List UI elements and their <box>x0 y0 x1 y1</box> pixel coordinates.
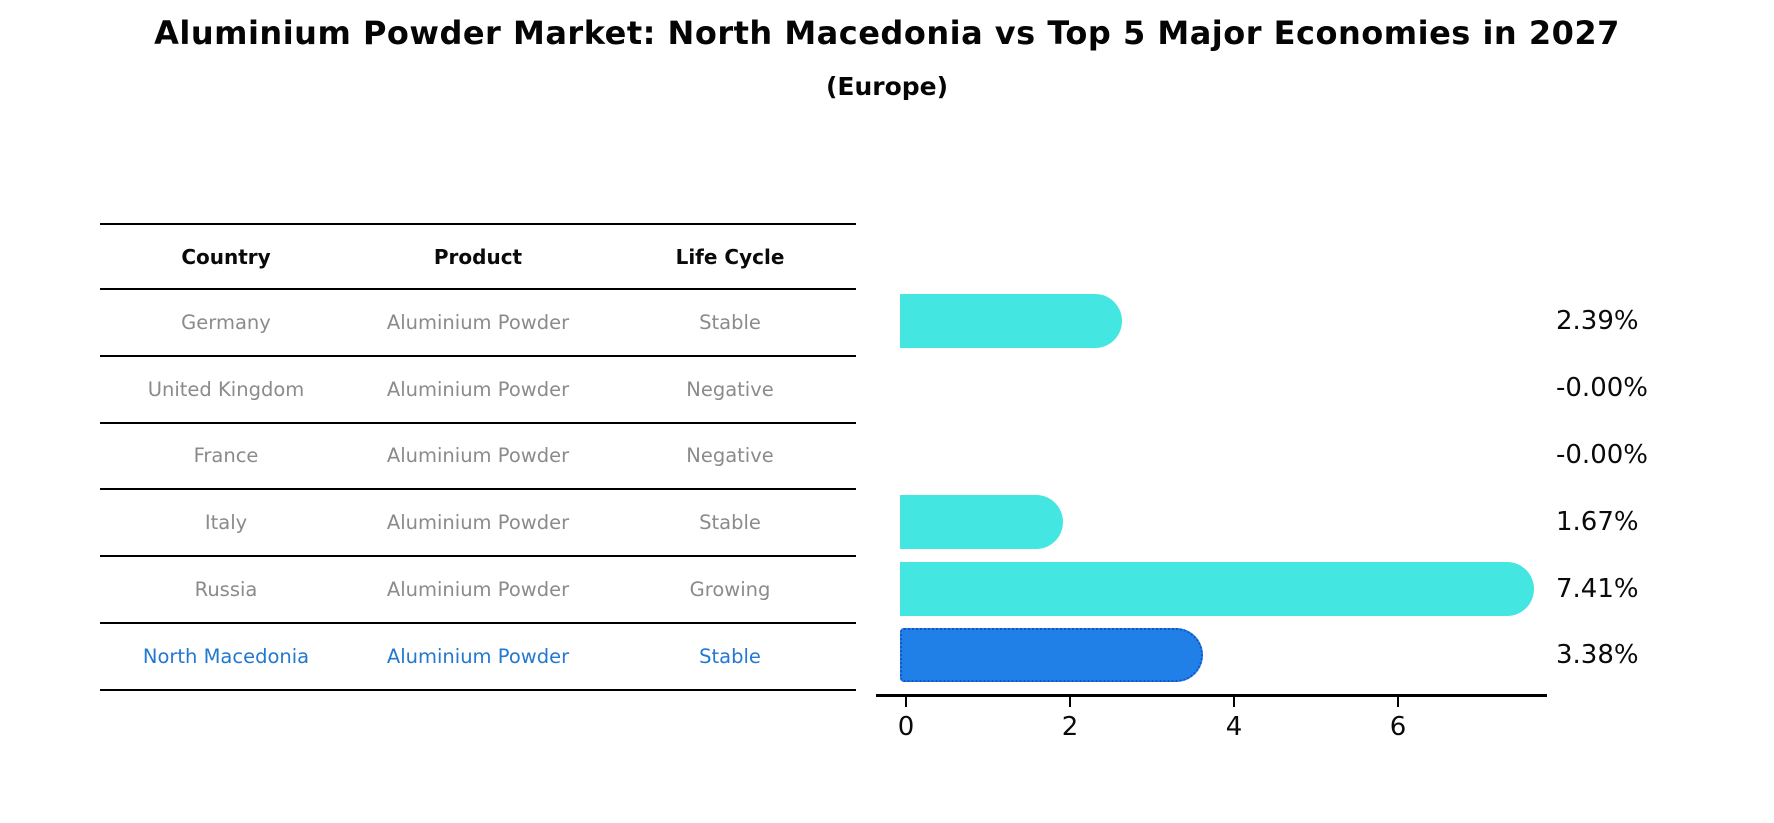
table-row-russia: Russia Aluminium Powder Growing <box>100 557 856 624</box>
chart-subtitle: (Europe) <box>825 72 949 101</box>
cell-product: Aluminium Powder <box>386 377 570 401</box>
table-row-north-macedonia: North Macedonia Aluminium Powder Stable <box>100 624 856 691</box>
column-header-life-cycle: Life Cycle <box>675 244 785 269</box>
x-tick-mark-0 <box>904 696 908 707</box>
value-label-france: -0.00% <box>1556 440 1648 470</box>
country-table: Country Product Life Cycle Germany Alumi… <box>100 223 856 691</box>
column-header-product: Product <box>433 244 523 269</box>
cell-life-cycle: Stable <box>699 310 761 334</box>
table-row-italy: Italy Aluminium Powder Stable <box>100 490 856 558</box>
cell-country: United Kingdom <box>147 377 305 401</box>
cell-life-cycle: Negative <box>686 444 774 468</box>
cell-country: France <box>193 444 259 468</box>
cell-product: Aluminium Powder <box>386 444 570 468</box>
x-tick-label-6: 6 <box>1389 712 1407 742</box>
cell-life-cycle: Stable <box>699 511 761 535</box>
cell-product: Aluminium Powder <box>386 310 570 334</box>
cell-country: Germany <box>181 310 271 334</box>
highlight-bar-north-macedonia <box>900 628 1204 683</box>
x-tick-label-0: 0 <box>897 712 915 742</box>
bar-italy <box>900 494 1063 549</box>
x-tick-mark-6 <box>1396 696 1400 707</box>
cell-country: North Macedonia <box>142 644 310 668</box>
x-tick-mark-4 <box>1232 696 1236 707</box>
cell-product: Aluminium Powder <box>386 644 570 668</box>
cell-life-cycle: Negative <box>686 377 774 401</box>
table-header-row: Country Product Life Cycle <box>100 225 856 290</box>
value-label-russia: 7.41% <box>1556 573 1639 604</box>
cell-country: Russia <box>194 578 258 602</box>
x-axis-line <box>876 694 1547 697</box>
table-row-france: France Aluminium Powder Negative <box>100 424 856 491</box>
cell-life-cycle: Growing <box>689 578 771 602</box>
bar-germany <box>900 294 1122 349</box>
cell-country: Italy <box>204 511 248 535</box>
bar-russia <box>900 561 1534 616</box>
value-label-germany: 2.39% <box>1556 306 1639 337</box>
table-row-united-kingdom: United Kingdom Aluminium Powder Negative <box>100 357 856 424</box>
cell-life-cycle: Stable <box>699 644 761 668</box>
value-label-united-kingdom: -0.00% <box>1556 373 1648 404</box>
column-header-country: Country <box>181 244 271 269</box>
cell-product: Aluminium Powder <box>386 578 570 602</box>
value-label-north-macedonia: 3.38% <box>1556 640 1639 671</box>
chart-title: Aluminium Powder Market: North Macedonia… <box>154 14 1620 52</box>
value-label-italy: 1.67% <box>1556 506 1639 537</box>
cell-product: Aluminium Powder <box>386 511 570 535</box>
x-tick-mark-2 <box>1068 696 1072 707</box>
table-row-germany: Germany Aluminium Powder Stable <box>100 290 856 357</box>
x-tick-label-4: 4 <box>1225 712 1243 742</box>
x-tick-label-2: 2 <box>1061 712 1079 742</box>
